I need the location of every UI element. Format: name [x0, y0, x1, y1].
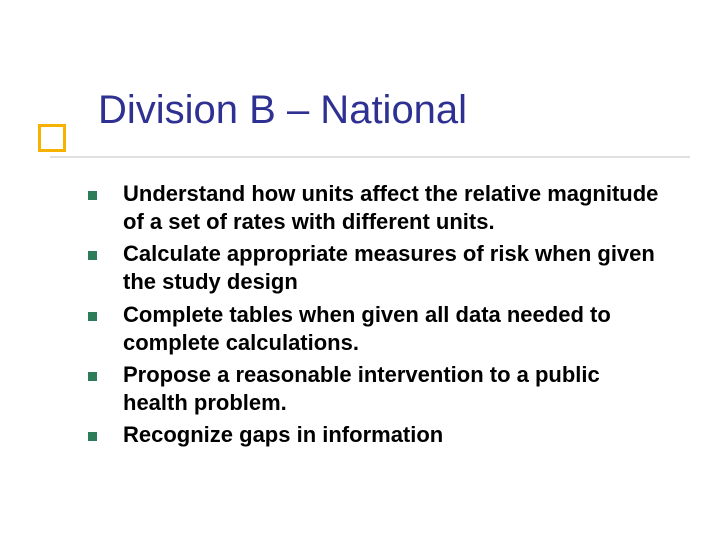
bullet-icon — [88, 432, 97, 441]
list-item: Complete tables when given all data need… — [88, 301, 668, 357]
list-item: Recognize gaps in information — [88, 421, 668, 449]
list-item: Propose a reasonable intervention to a p… — [88, 361, 668, 417]
bullet-icon — [88, 191, 97, 200]
slide: Division B – National Understand how uni… — [0, 0, 720, 540]
bullet-list: Understand how units affect the relative… — [88, 180, 668, 453]
title-underline — [50, 156, 690, 158]
list-item: Understand how units affect the relative… — [88, 180, 668, 236]
slide-title: Division B – National — [98, 88, 467, 133]
bullet-text: Understand how units affect the relative… — [123, 180, 668, 236]
bullet-text: Recognize gaps in information — [123, 421, 443, 449]
bullet-icon — [88, 312, 97, 321]
title-decorator-square — [38, 124, 66, 152]
bullet-text: Propose a reasonable intervention to a p… — [123, 361, 668, 417]
list-item: Calculate appropriate measures of risk w… — [88, 240, 668, 296]
bullet-text: Calculate appropriate measures of risk w… — [123, 240, 668, 296]
bullet-text: Complete tables when given all data need… — [123, 301, 668, 357]
bullet-icon — [88, 251, 97, 260]
bullet-icon — [88, 372, 97, 381]
